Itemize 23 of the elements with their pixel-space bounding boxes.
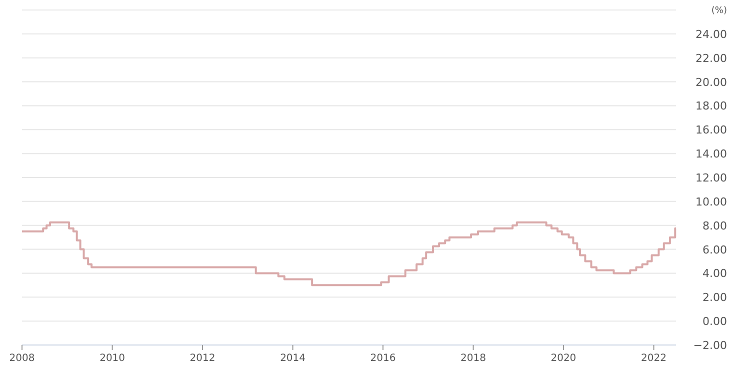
y-tick-label: 8.00 xyxy=(702,219,727,232)
x-tick-label: 2010 xyxy=(100,353,126,364)
y-tick-label: 22.00 xyxy=(696,52,727,65)
y-tick-label: 18.00 xyxy=(696,100,727,113)
x-tick-label: 2020 xyxy=(550,353,576,364)
x-tick-label: 2022 xyxy=(641,353,666,364)
x-tick-label: 2008 xyxy=(9,353,35,364)
y-tick-label: 24.00 xyxy=(696,28,727,41)
y-tick-label: 16.00 xyxy=(696,124,727,137)
x-tick-label: 2012 xyxy=(190,353,216,364)
y-tick-label: 2.00 xyxy=(702,291,727,304)
y-tick-label: 14.00 xyxy=(696,148,727,161)
y-tick-label: 10.00 xyxy=(696,195,727,208)
y-tick-label: 20.00 xyxy=(696,76,727,89)
x-tick-label: 2018 xyxy=(460,353,486,364)
y-tick-label: 4.00 xyxy=(702,267,727,280)
x-tick-label: 2014 xyxy=(280,353,306,364)
y-tick-label: 6.00 xyxy=(702,243,727,256)
y-tick-label: −2.00 xyxy=(693,339,727,352)
x-tick-label: 2016 xyxy=(370,353,396,364)
y-tick-label: 0.00 xyxy=(702,315,727,328)
y-axis-title: (%) xyxy=(711,6,727,16)
y-tick-label: 12.00 xyxy=(696,172,727,184)
